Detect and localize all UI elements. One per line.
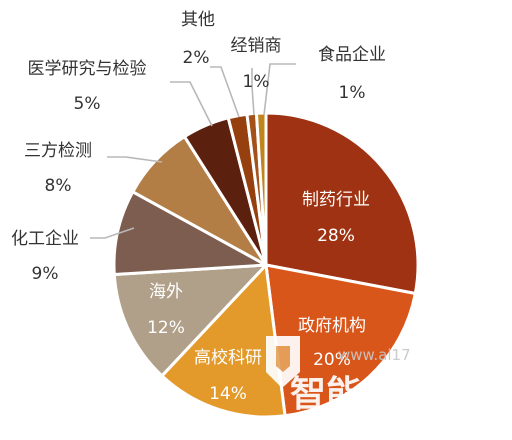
label-medical-name: 医学研究与检验 xyxy=(28,59,147,79)
label-univ-name: 高校科研 xyxy=(194,348,262,368)
label-pharma-name: 制药行业 xyxy=(302,190,370,210)
watermark-logo-mark-icon xyxy=(276,346,290,372)
leader-line-distributor xyxy=(251,68,255,116)
pie-slice-0 xyxy=(264,111,420,295)
watermark: www.ai17 智能 xyxy=(266,336,411,415)
label-food-value: 1% xyxy=(339,83,366,103)
leader-line-medical xyxy=(170,81,213,127)
pie-slice-9 xyxy=(254,111,268,267)
label-third-party-value: 8% xyxy=(45,176,72,196)
label-pharma-value: 28% xyxy=(317,226,355,246)
leader-lines xyxy=(90,63,296,239)
leader-line-other xyxy=(210,66,240,118)
label-univ-value: 14% xyxy=(209,384,247,404)
watermark-brand: 智能 xyxy=(290,374,362,415)
leader-line-third-party xyxy=(107,156,163,163)
label-distributor-value: 1% xyxy=(243,72,270,92)
watermark-url: www.ai17 xyxy=(338,346,411,364)
pie-slice-4 xyxy=(112,190,268,277)
pie-slices xyxy=(112,111,420,419)
pie-slice-2 xyxy=(160,263,287,419)
label-food-name: 食品企业 xyxy=(318,45,386,65)
label-overseas-name: 海外 xyxy=(149,282,183,302)
label-gov-value: 20% xyxy=(313,350,351,370)
leader-line-chemical xyxy=(90,227,135,239)
label-chemical-name: 化工企业 xyxy=(11,229,79,249)
label-distributor-name: 经销商 xyxy=(231,36,282,56)
label-third-party-name: 三方检测 xyxy=(24,141,92,161)
label-overseas-value: 12% xyxy=(147,318,185,338)
label-medical-value: 5% xyxy=(74,94,101,114)
pie-slice-3 xyxy=(112,263,268,378)
label-other-value: 2% xyxy=(183,48,210,68)
label-chemical-value: 9% xyxy=(32,264,59,284)
label-gov-name: 政府机构 xyxy=(298,316,366,336)
leader-line-food xyxy=(263,63,296,116)
pie-slice-1 xyxy=(264,263,417,418)
label-other-name: 其他 xyxy=(181,10,215,30)
